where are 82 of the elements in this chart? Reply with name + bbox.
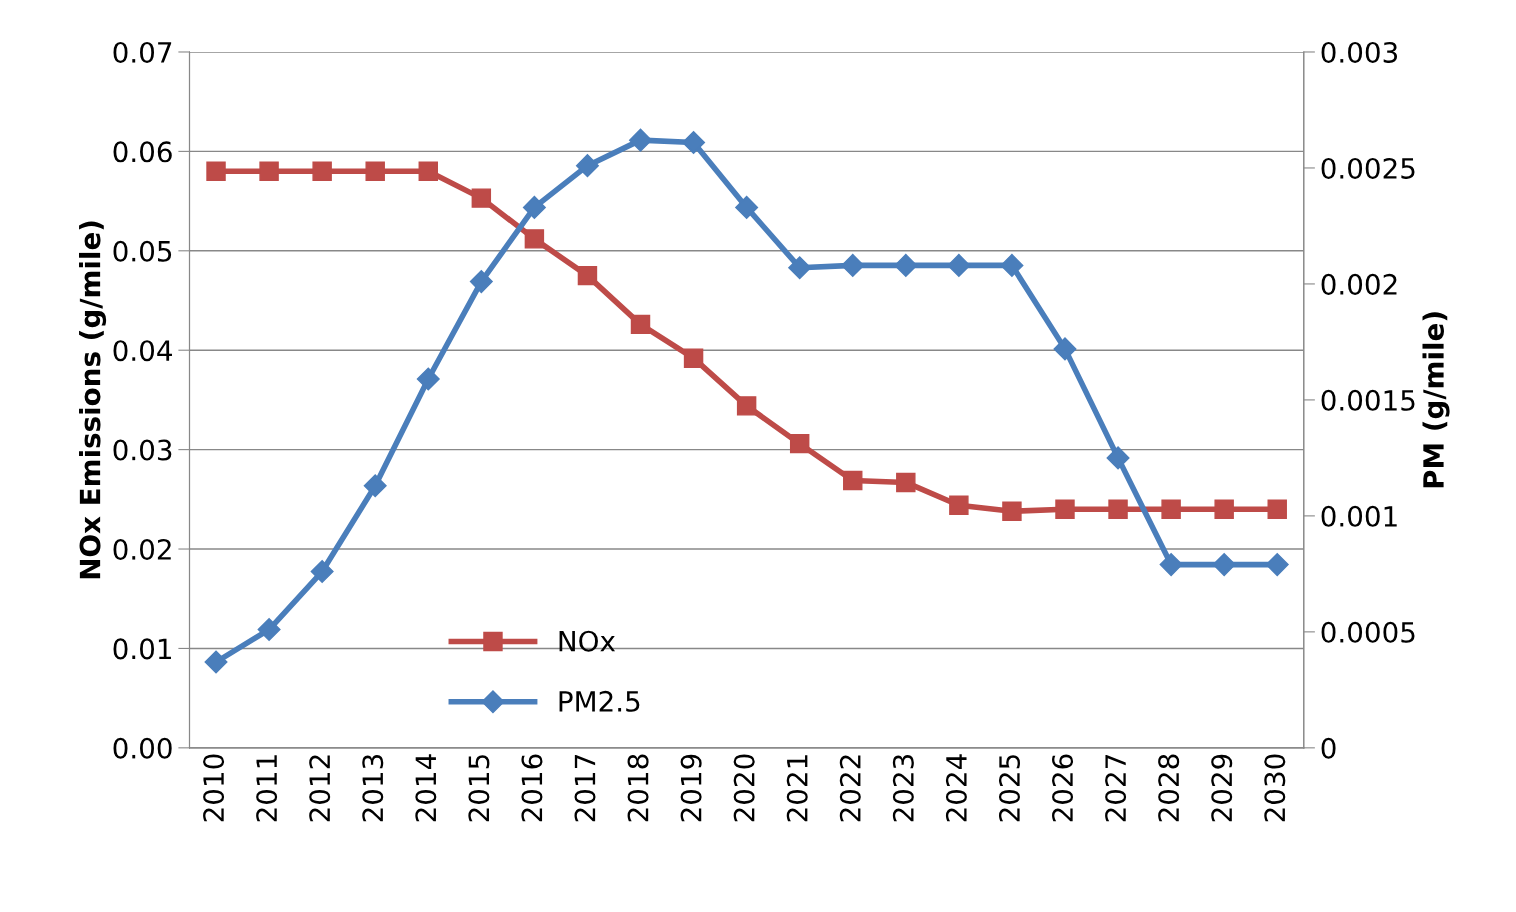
y2-tick-label: 0.0025 [1321,157,1415,179]
y2-tick-label: 0.0015 [1321,389,1415,411]
y2-tick-label: 0.002 [1321,273,1397,295]
point [1055,499,1075,519]
y-axis-title: NOx Emissions (g/mile) [79,221,107,579]
x-tick-label: 2024 [945,754,967,822]
point [896,472,916,493]
point [524,229,545,249]
point [259,161,279,181]
point [894,253,918,277]
point [418,161,438,181]
x-tick-label: 2028 [1158,754,1180,822]
x-tick-label: 2017 [574,755,596,822]
x-tick-label: 2013 [362,754,384,822]
x-tick-label: 2020 [733,754,755,822]
point [204,650,228,674]
point [1212,553,1236,577]
point [575,154,599,178]
x-tick-label: 2012 [309,755,331,822]
y-tick-label: 0.05 [113,240,172,262]
x-tick-label: 2026 [1052,754,1074,822]
point [1267,499,1287,519]
point [630,314,651,335]
x-tick-label: 2019 [680,754,702,822]
x-tick-label: 2030 [1264,754,1286,822]
y-tick-label: 0.04 [113,340,172,362]
point [1002,501,1022,521]
x-tick-label: 2010 [203,754,225,822]
point [1053,337,1077,361]
point [1161,499,1181,519]
point [843,470,863,491]
y-tick-label: 0.01 [113,638,171,660]
x-tick-label: 2015 [468,755,490,822]
point [683,348,704,368]
point [1265,553,1289,577]
point [1108,499,1128,519]
legend-label: PM2.5 [559,690,640,712]
point [735,195,759,219]
point [522,195,546,219]
point [310,560,334,584]
y2-axis-title: PM (g/mile) [1422,312,1450,488]
y-tick-label: 0.00 [113,737,172,759]
y-tick-label: 0.07 [113,41,172,63]
point [949,495,969,516]
x-tick-label: 2027 [1105,755,1127,822]
x-tick-label: 2023 [892,754,914,822]
point [206,161,226,181]
point [841,253,865,277]
x-tick-label: 2014 [415,754,437,822]
point [629,128,653,152]
point [416,367,440,391]
point [365,161,385,181]
point [577,265,598,286]
point [1106,446,1130,470]
x-tick-label: 2018 [627,754,649,822]
point [682,130,706,154]
y2-tick-label: 0.003 [1321,41,1398,63]
y-tick-label: 0.03 [113,439,172,461]
x-tick-label: 2025 [998,755,1020,822]
legend-label: NOx [559,630,616,652]
point [947,253,971,277]
point [736,396,757,416]
y-tick-label: 0.06 [113,141,172,163]
point [471,188,492,208]
x-tick-label: 2016 [521,754,543,822]
x-tick-label: 2029 [1211,754,1233,822]
point [788,256,812,280]
y2-tick-label: 0 [1321,737,1336,759]
y2-tick-label: 0.0005 [1321,621,1415,643]
point [469,270,493,294]
point [363,474,387,498]
y-tick-label: 0.02 [113,538,171,560]
point [1000,253,1024,277]
x-tick-label: 2021 [786,755,808,822]
point [1159,553,1183,577]
point [789,433,810,454]
y2-tick-label: 0.001 [1321,505,1397,527]
point [1214,499,1234,519]
x-tick-label: 2011 [256,755,278,822]
x-tick-label: 2022 [839,755,861,822]
point [312,161,332,181]
point [257,618,281,642]
